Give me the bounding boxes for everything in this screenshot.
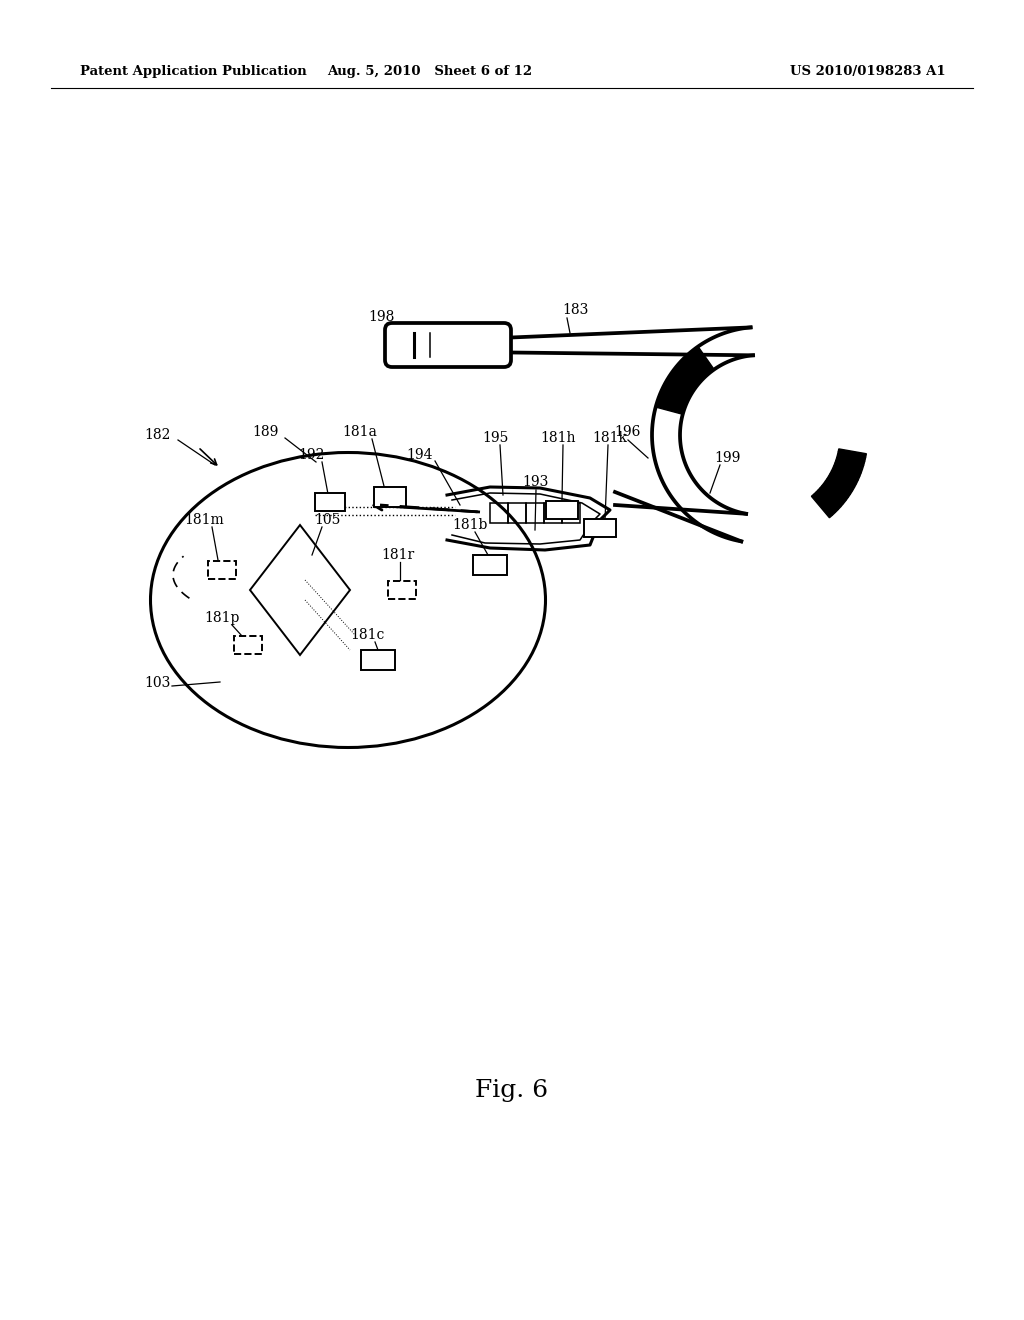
Bar xyxy=(544,503,562,523)
Polygon shape xyxy=(669,375,693,393)
Text: 181r: 181r xyxy=(381,548,415,562)
Bar xyxy=(490,503,508,523)
Text: 105: 105 xyxy=(314,513,341,527)
Text: Patent Application Publication: Patent Application Publication xyxy=(80,66,307,78)
Bar xyxy=(584,519,616,537)
Polygon shape xyxy=(665,381,690,397)
Bar xyxy=(361,649,395,671)
Bar xyxy=(508,503,526,523)
Polygon shape xyxy=(831,469,858,483)
FancyBboxPatch shape xyxy=(385,323,511,367)
Polygon shape xyxy=(833,466,860,480)
Text: 183: 183 xyxy=(562,304,588,317)
Text: 103: 103 xyxy=(144,676,171,690)
Text: 192: 192 xyxy=(299,447,326,462)
Polygon shape xyxy=(830,471,856,487)
Text: 194: 194 xyxy=(407,447,433,462)
Polygon shape xyxy=(814,492,836,515)
Polygon shape xyxy=(671,371,695,391)
Bar xyxy=(388,581,416,599)
Polygon shape xyxy=(823,482,848,500)
Polygon shape xyxy=(663,385,689,400)
Bar xyxy=(315,492,345,511)
Text: 181p: 181p xyxy=(205,611,240,624)
Polygon shape xyxy=(816,490,838,512)
Polygon shape xyxy=(835,461,862,473)
Polygon shape xyxy=(678,362,700,383)
Text: US 2010/0198283 A1: US 2010/0198283 A1 xyxy=(790,66,945,78)
Polygon shape xyxy=(825,479,850,498)
Text: 198: 198 xyxy=(369,310,395,323)
Polygon shape xyxy=(656,400,684,412)
Polygon shape xyxy=(820,486,844,507)
Text: 181c: 181c xyxy=(351,628,385,642)
Bar xyxy=(208,561,236,579)
Polygon shape xyxy=(686,354,708,378)
Text: Fig. 6: Fig. 6 xyxy=(475,1078,549,1101)
Polygon shape xyxy=(828,474,854,491)
Text: 196: 196 xyxy=(614,425,641,440)
Polygon shape xyxy=(827,477,853,494)
Text: 181m: 181m xyxy=(184,513,224,527)
Bar xyxy=(473,554,507,576)
Text: 181a: 181a xyxy=(343,425,378,440)
Text: 199: 199 xyxy=(715,451,741,465)
Text: 182: 182 xyxy=(143,428,170,442)
Text: 181k: 181k xyxy=(593,432,628,445)
Polygon shape xyxy=(839,449,866,458)
Polygon shape xyxy=(683,356,705,379)
Polygon shape xyxy=(818,488,841,510)
Polygon shape xyxy=(834,463,861,477)
Text: 195: 195 xyxy=(482,432,508,445)
Bar xyxy=(562,503,580,523)
Polygon shape xyxy=(658,396,685,409)
Polygon shape xyxy=(692,348,712,374)
Bar xyxy=(526,503,544,523)
Text: 181b: 181b xyxy=(453,517,487,532)
Polygon shape xyxy=(667,378,692,395)
Polygon shape xyxy=(836,458,863,469)
Polygon shape xyxy=(821,483,846,504)
Bar xyxy=(234,636,262,653)
Bar xyxy=(546,502,578,519)
Text: 189: 189 xyxy=(252,425,279,440)
Polygon shape xyxy=(838,451,865,462)
Polygon shape xyxy=(680,359,702,381)
Polygon shape xyxy=(837,454,864,466)
Text: 193: 193 xyxy=(523,475,549,488)
Polygon shape xyxy=(695,347,714,371)
Polygon shape xyxy=(689,351,710,375)
Text: Aug. 5, 2010   Sheet 6 of 12: Aug. 5, 2010 Sheet 6 of 12 xyxy=(328,66,532,78)
Polygon shape xyxy=(811,495,833,517)
Bar xyxy=(374,487,406,507)
Polygon shape xyxy=(673,368,697,388)
Polygon shape xyxy=(675,366,699,385)
Polygon shape xyxy=(660,388,688,403)
Text: 181h: 181h xyxy=(541,432,575,445)
Polygon shape xyxy=(659,392,686,407)
Polygon shape xyxy=(655,403,684,414)
